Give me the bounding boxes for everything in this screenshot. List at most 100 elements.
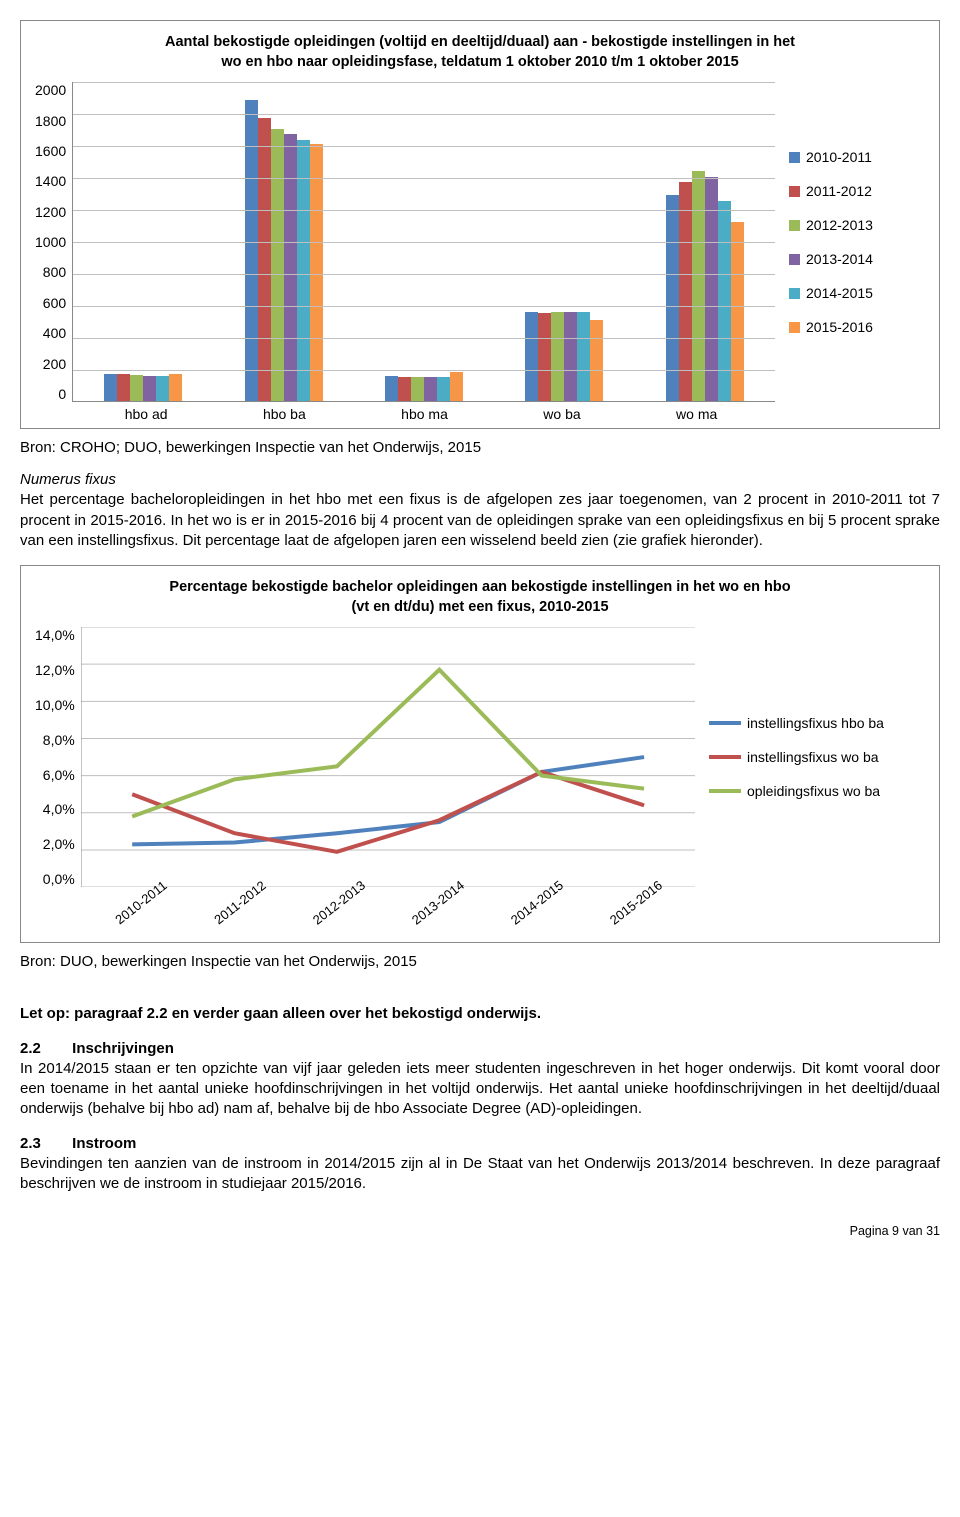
bar [411,377,424,401]
line-legend-item: instellingsfixus wo ba [709,749,925,765]
line-y-tick: 2,0% [43,836,75,852]
bar [590,320,603,401]
section-2-2-body: In 2014/2015 staan er ten opzichte van v… [20,1060,940,1118]
bar-group [104,374,182,401]
bar [538,313,551,401]
bar [551,312,564,402]
bar-legend-item: 2015-2016 [789,319,925,335]
line-legend-label: instellingsfixus wo ba [747,749,879,765]
bar [385,376,398,401]
bar [104,374,117,401]
bar-group [666,171,744,401]
bar [117,374,130,401]
bar-y-tick: 200 [43,356,66,372]
bar-y-tick: 0 [58,386,66,402]
section-2-2-title: Inschrijvingen [72,1040,174,1057]
bar-x-label: hbo ma [401,406,448,422]
swatch-icon [789,254,800,265]
swatch-icon [789,220,800,231]
line-legend-label: opleidingsfixus wo ba [747,783,880,799]
bar-y-tick: 600 [43,295,66,311]
section-2-3-number: 2.3 [20,1134,68,1154]
bar [310,144,323,402]
line-x-labels: 2010-20112011-20122012-20132013-20142014… [91,895,685,910]
bar [437,377,450,401]
swatch-icon [789,322,800,333]
bar [424,377,437,401]
bar-gridline [73,146,775,147]
line-legend-label: instellingsfixus hbo ba [747,715,884,731]
numerus-fixus-heading: Numerus fixus [20,471,116,488]
bar [718,201,731,401]
section-2-3-title: Instroom [72,1135,136,1152]
bar-gridline [73,306,775,307]
line-y-tick: 10,0% [35,697,75,713]
line-legend-item: instellingsfixus hbo ba [709,715,925,731]
line-legend: instellingsfixus hbo ba instellingsfixus … [695,627,925,887]
bar [297,140,310,401]
bar-y-tick: 400 [43,325,66,341]
bar-y-tick: 800 [43,264,66,280]
numerus-fixus-paragraph: Numerus fixus Het percentage bacheloropl… [20,470,940,551]
line-plot-area [81,627,695,887]
bar [679,182,692,401]
swatch-icon [789,152,800,163]
bar-x-label: wo ba [543,406,580,422]
line-chart-title: Percentage bekostigde bachelor opleiding… [160,578,800,617]
bar-legend-label: 2011-2012 [806,183,872,199]
bar-y-tick: 1800 [35,113,66,129]
line-series [132,670,644,817]
bar-plot-area [72,82,775,402]
bar-group [525,312,603,402]
numerus-fixus-body: Het percentage bacheloropleidingen in he… [20,491,940,549]
bar [156,376,169,402]
bar-legend-item: 2010-2011 [789,149,925,165]
bar-gridline [73,370,775,371]
section-2-3: 2.3 Instroom Bevindingen ten aanzien van… [20,1134,940,1195]
bar-legend-item: 2011-2012 [789,183,925,199]
bar-chart-title: Aantal bekostigde opleidingen (voltijd e… [160,33,800,72]
bar-chart-caption: Bron: CROHO; DUO, bewerkingen Inspectie … [20,439,940,456]
bar-legend-label: 2012-2013 [806,217,873,233]
swatch-icon [789,186,800,197]
bar [525,312,538,401]
line-chart-body: 14,0%12,0%10,0%8,0%6,0%4,0%2,0%0,0% inst… [35,627,925,887]
bar [271,129,284,401]
bar [577,312,590,401]
section-2-2-number: 2.2 [20,1039,68,1059]
bar-gridline [73,82,775,83]
line-swatch-icon [709,755,741,759]
line-legend-item: opleidingsfixus wo ba [709,783,925,799]
line-y-tick: 8,0% [43,732,75,748]
letop-notice: Let op: paragraaf 2.2 en verder gaan all… [20,1004,940,1024]
bar-gridline [73,210,775,211]
bar [284,134,297,401]
bar-gridline [73,274,775,275]
bar-chart-body: 2000180016001400120010008006004002000 20… [35,82,925,402]
bar [564,312,577,401]
line-series [132,757,644,844]
bar-x-label: wo ma [676,406,717,422]
page-footer: Pagina 9 van 31 [20,1224,940,1238]
bar [130,375,143,401]
bar-chart-container: Aantal bekostigde opleidingen (voltijd e… [20,20,940,429]
bar-legend-label: 2013-2014 [806,251,873,267]
line-y-axis: 14,0%12,0%10,0%8,0%6,0%4,0%2,0%0,0% [35,627,81,887]
bar [143,376,156,402]
line-series [132,772,644,852]
line-svg [81,627,695,887]
bar-x-label: hbo ba [263,406,306,422]
bar [398,377,411,401]
bar-x-labels: hbo adhbo bahbo mawo bawo ma [77,406,765,422]
bar-group [385,372,463,401]
bar-legend: 2010-2011 2011-2012 2012-2013 2013-2014 2014… [775,82,925,402]
bar-y-tick: 2000 [35,82,66,98]
line-chart-caption: Bron: DUO, bewerkingen Inspectie van het… [20,953,940,970]
line-y-tick: 6,0% [43,767,75,783]
line-swatch-icon [709,721,741,725]
bar-legend-item: 2014-2015 [789,285,925,301]
bar-y-tick: 1400 [35,173,66,189]
bar [169,374,182,401]
bar-y-tick: 1200 [35,204,66,220]
bar-legend-label: 2015-2016 [806,319,873,335]
